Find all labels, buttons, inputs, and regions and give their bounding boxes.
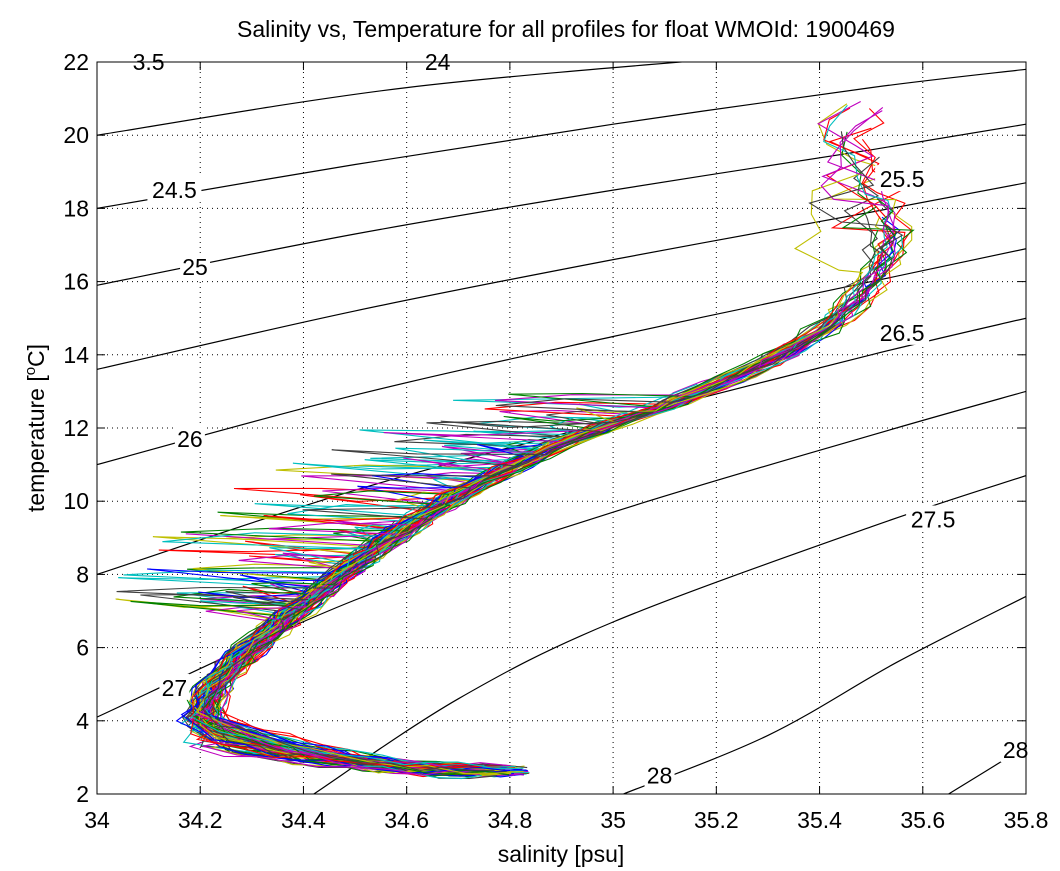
profile-trace <box>130 198 896 776</box>
density-contour-line <box>97 248 1026 466</box>
contour-label: 28 <box>1003 737 1029 763</box>
density-contour-line <box>623 595 1026 794</box>
y-tick-label: 6 <box>76 635 89 661</box>
profile-trace <box>179 383 698 769</box>
profile-trace <box>202 514 501 775</box>
y-tick-label: 2 <box>76 781 89 807</box>
y-axis-label: temperature [oC] <box>22 344 49 512</box>
y-tick-label: 18 <box>63 195 89 221</box>
contour-label: 28 <box>647 763 673 789</box>
contour-label-bg <box>906 505 961 532</box>
y-tick-label: 12 <box>63 415 89 441</box>
contour-label: 27 <box>162 675 188 701</box>
y-tick-label: 8 <box>76 561 89 587</box>
y-tick-label: 14 <box>63 342 89 368</box>
y-axis-label-main: temperature [ <box>23 375 49 512</box>
profile-trace <box>194 110 893 776</box>
contour-label: 27.5 <box>911 507 956 533</box>
contour-label-bg <box>644 761 675 788</box>
density-contour-line <box>97 123 1026 286</box>
y-tick-label: 4 <box>76 708 89 734</box>
profile-trace <box>185 229 879 778</box>
x-tick-label: 35 <box>600 807 626 833</box>
contour-label-bg <box>127 48 170 74</box>
x-tick-label: 34.2 <box>178 807 223 833</box>
contour-label-bg <box>174 424 205 451</box>
contour-label-bg <box>159 673 190 700</box>
contour-label: 26 <box>177 426 203 452</box>
profile-trace <box>116 131 904 772</box>
x-axis-label: salinity [psu] <box>498 841 625 867</box>
y-tick-label: 16 <box>63 269 89 295</box>
contour-label-bg <box>147 176 202 203</box>
density-contour-line <box>97 68 1026 209</box>
contour-label: 24.5 <box>152 177 197 203</box>
x-tick-label: 35.2 <box>694 807 739 833</box>
y-axis-label-degree: o <box>22 367 39 375</box>
y-tick-label: 10 <box>63 488 89 514</box>
contour-label: 25 <box>182 254 208 280</box>
contour-label-bg <box>875 318 930 345</box>
y-tick-label: 20 <box>63 122 89 148</box>
profile-trace <box>211 406 663 775</box>
x-tick-label: 35.8 <box>1004 807 1049 833</box>
profile-trace <box>189 234 904 771</box>
axis-ticks: 34 34.2 34.4 34.6 34.8 35 35.2 35.4 35.6 35.8 2 4 6 8… <box>63 49 1048 833</box>
profile-trace <box>195 348 782 775</box>
chart-title: Salinity vs, Temperature for all profile… <box>237 16 895 42</box>
y-axis-label-unit: C] <box>23 344 49 367</box>
x-tick-label: 34.6 <box>384 807 429 833</box>
x-tick-label: 34 <box>84 807 110 833</box>
profile-trace <box>140 520 507 775</box>
density-contour-line <box>97 62 689 136</box>
x-tick-label: 35.4 <box>797 807 842 833</box>
x-tick-label: 34.8 <box>488 807 533 833</box>
contour-label-bg <box>180 252 211 279</box>
float-profiles <box>115 101 915 780</box>
x-tick-label: 34.4 <box>281 807 326 833</box>
y-tick-label: 22 <box>63 49 89 75</box>
x-tick-label: 35.6 <box>900 807 945 833</box>
contour-label-bg <box>422 48 453 74</box>
contour-label-bg <box>875 165 930 192</box>
contour-label: 26.5 <box>880 320 925 346</box>
contour-label: 25.5 <box>880 166 925 192</box>
